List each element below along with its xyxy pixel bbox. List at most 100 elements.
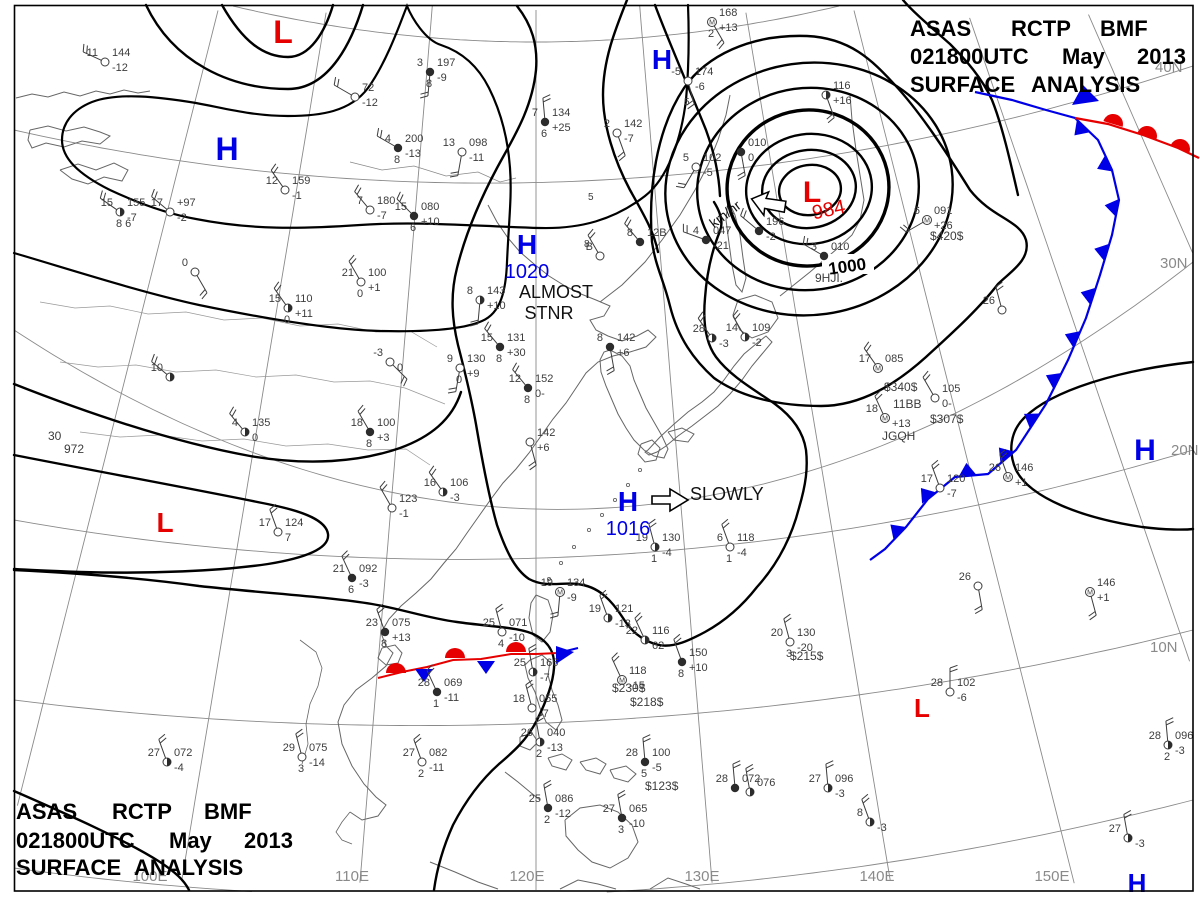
svg-text:7: 7 <box>285 532 291 544</box>
svg-text:26: 26 <box>959 571 971 583</box>
svg-text:100: 100 <box>368 267 386 279</box>
svg-text:M: M <box>875 366 881 373</box>
svg-text:23: 23 <box>366 617 378 629</box>
svg-text:ASAS: ASAS <box>910 16 971 41</box>
svg-text:110E: 110E <box>335 868 369 885</box>
svg-text:L: L <box>156 507 173 538</box>
svg-text:130: 130 <box>467 353 485 365</box>
svg-text:-3: -3 <box>373 347 383 359</box>
svg-text:100: 100 <box>377 417 395 429</box>
svg-text:0: 0 <box>397 362 403 374</box>
svg-text:+1: +1 <box>1015 477 1028 489</box>
svg-text:-1: -1 <box>399 508 409 520</box>
svg-text:M: M <box>1087 590 1093 597</box>
svg-text:M: M <box>1005 475 1011 482</box>
svg-text:085: 085 <box>885 353 903 365</box>
svg-text:20: 20 <box>771 627 783 639</box>
svg-text:146: 146 <box>1097 577 1115 589</box>
svg-text:6: 6 <box>914 205 920 217</box>
svg-text:146: 146 <box>1015 462 1033 474</box>
svg-text:124: 124 <box>285 517 303 529</box>
svg-text:120: 120 <box>947 473 965 485</box>
svg-text:-4: -4 <box>174 762 184 774</box>
svg-text:075: 075 <box>392 617 410 629</box>
svg-text:+10: +10 <box>421 216 440 228</box>
svg-text:+6: +6 <box>537 442 550 454</box>
svg-text:H: H <box>1128 868 1147 898</box>
svg-text:3: 3 <box>618 824 624 836</box>
svg-text:159: 159 <box>292 175 310 187</box>
svg-text:-3: -3 <box>359 578 369 590</box>
svg-text:134: 134 <box>567 577 585 589</box>
svg-text:7: 7 <box>532 107 538 119</box>
svg-text:$215$: $215$ <box>790 649 824 663</box>
svg-text:4: 4 <box>385 133 391 145</box>
svg-text:2: 2 <box>1164 751 1170 763</box>
svg-text:ANALYSIS: ANALYSIS <box>1031 72 1140 97</box>
svg-text:1020: 1020 <box>505 261 550 283</box>
svg-text:076: 076 <box>757 777 775 789</box>
svg-text:1: 1 <box>433 698 439 710</box>
svg-text:21: 21 <box>333 563 345 575</box>
svg-text:25: 25 <box>529 793 541 805</box>
svg-text:-3: -3 <box>835 788 845 800</box>
svg-text:ALMOST: ALMOST <box>519 282 593 302</box>
svg-text:M: M <box>557 590 563 597</box>
svg-text:8: 8 <box>467 285 473 297</box>
svg-text:27: 27 <box>603 803 615 815</box>
svg-text:18: 18 <box>351 417 363 429</box>
svg-text:972: 972 <box>64 442 84 456</box>
svg-text:+1: +1 <box>368 282 381 294</box>
svg-text:7: 7 <box>357 195 363 207</box>
svg-text:28: 28 <box>418 677 430 689</box>
svg-text:28: 28 <box>626 747 638 759</box>
svg-text:10N: 10N <box>1150 639 1178 656</box>
svg-text:100E: 100E <box>132 868 167 885</box>
svg-text:021800UTC: 021800UTC <box>16 828 135 853</box>
svg-text:27: 27 <box>1109 823 1121 835</box>
svg-text:8: 8 <box>627 227 633 239</box>
svg-text:197: 197 <box>437 57 455 69</box>
svg-text:-5: -5 <box>671 66 681 78</box>
svg-text:12: 12 <box>509 373 521 385</box>
svg-text:28: 28 <box>1149 730 1161 742</box>
svg-text:3: 3 <box>298 763 304 775</box>
svg-text:SLOWLY: SLOWLY <box>690 484 764 504</box>
svg-text:-5: -5 <box>652 762 662 774</box>
svg-text:040: 040 <box>547 727 565 739</box>
svg-text:72: 72 <box>362 82 374 94</box>
svg-text:080: 080 <box>421 201 439 213</box>
svg-text:143: 143 <box>487 285 505 297</box>
svg-text:+10: +10 <box>689 662 708 674</box>
svg-text:H: H <box>215 131 238 167</box>
svg-text:RCTP: RCTP <box>1011 16 1071 41</box>
svg-text:092: 092 <box>359 563 377 575</box>
svg-text:B: B <box>586 241 593 253</box>
svg-text:18: 18 <box>513 693 525 705</box>
svg-text:+30: +30 <box>507 347 526 359</box>
svg-text:118: 118 <box>737 532 755 544</box>
svg-text:-12: -12 <box>555 808 571 820</box>
svg-text:12: 12 <box>266 175 278 187</box>
svg-text:130: 130 <box>797 627 815 639</box>
svg-text:BMF: BMF <box>204 799 252 824</box>
svg-text:+1: +1 <box>1097 592 1110 604</box>
svg-text:071: 071 <box>509 617 527 629</box>
svg-text:RCTP: RCTP <box>112 799 172 824</box>
svg-text:2013: 2013 <box>1137 44 1186 69</box>
svg-text:8: 8 <box>678 668 684 680</box>
svg-text:0: 0 <box>284 314 290 326</box>
svg-text:25: 25 <box>514 657 526 669</box>
svg-text:-14: -14 <box>309 757 325 769</box>
svg-text:19: 19 <box>541 577 553 589</box>
svg-text:13: 13 <box>443 137 455 149</box>
svg-text:6: 6 <box>717 532 723 544</box>
svg-text:3: 3 <box>786 648 792 660</box>
svg-text:-6: -6 <box>695 81 705 93</box>
svg-text:8: 8 <box>597 332 603 344</box>
svg-text:30N: 30N <box>1160 255 1188 272</box>
svg-text:-13: -13 <box>615 618 631 630</box>
svg-text:3: 3 <box>417 57 423 69</box>
svg-text:H: H <box>1134 434 1156 467</box>
svg-text:$230$: $230$ <box>612 681 646 695</box>
